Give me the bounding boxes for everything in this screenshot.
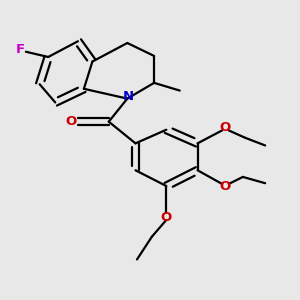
Text: N: N bbox=[123, 90, 134, 103]
Text: O: O bbox=[160, 211, 171, 224]
Text: O: O bbox=[219, 180, 231, 193]
Text: O: O bbox=[65, 115, 76, 128]
Text: F: F bbox=[16, 43, 25, 56]
Text: O: O bbox=[219, 122, 231, 134]
